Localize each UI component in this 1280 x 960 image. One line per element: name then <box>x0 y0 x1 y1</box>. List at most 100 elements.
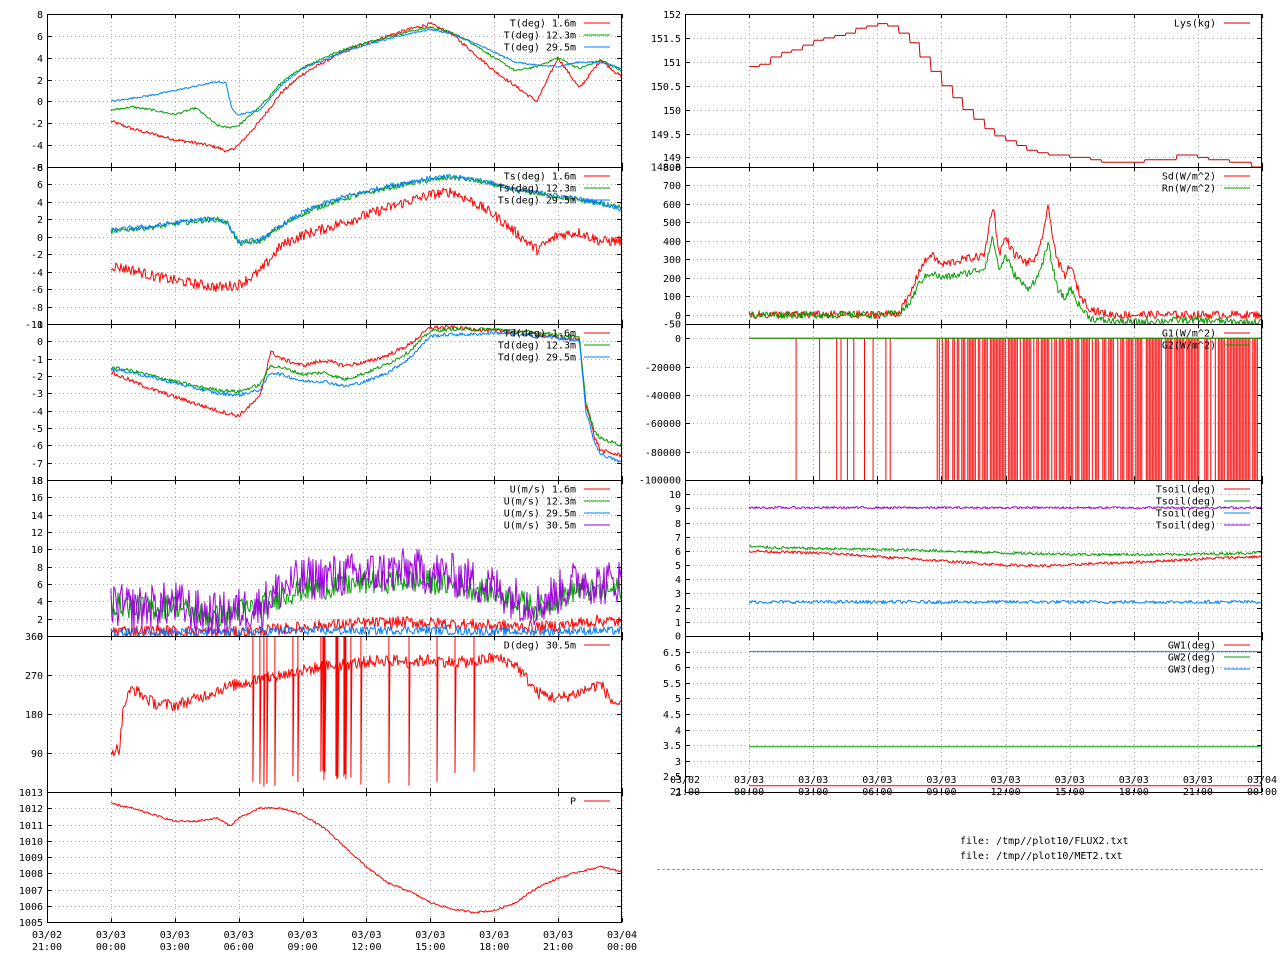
x-tick-time-left: 21:00 <box>32 942 62 953</box>
x-tick-date-left: 03/03 <box>415 930 445 941</box>
y-tick-label: -20000 <box>645 363 681 374</box>
y-tick-label: 8 <box>37 163 43 174</box>
legend-label: Ts(deg) 29.5m <box>498 196 576 207</box>
y-tick-label: -5 <box>31 424 43 435</box>
y-tick-label: 0 <box>37 233 43 244</box>
y-tick-label: 2 <box>37 615 43 626</box>
y-tick-label: -6 <box>31 441 43 452</box>
x-tick-time-right: 00:00 <box>1247 787 1277 798</box>
legend-label: Tsoil(deg) <box>1156 497 1216 508</box>
x-tick-date-right: 03/03 <box>734 775 764 786</box>
series-line-left-4-2 <box>110 625 622 636</box>
x-tick-time-left: 21:00 <box>543 942 573 953</box>
y-tick-label: 0 <box>37 337 43 348</box>
x-tick-time-left: 15:00 <box>415 942 445 953</box>
y-tick-label: 4 <box>37 597 43 608</box>
y-tick-label: 152 <box>663 10 681 21</box>
y-tick-label: -2 <box>31 372 43 383</box>
y-tick-label: -2 <box>31 119 43 130</box>
y-tick-label: 4 <box>675 575 681 586</box>
x-tick-date-left: 03/02 <box>32 930 62 941</box>
y-tick-label: 149 <box>663 153 681 164</box>
x-tick-time-right: 03:00 <box>798 787 828 798</box>
y-tick-label: 0 <box>675 311 681 322</box>
y-tick-label: 2 <box>675 788 681 799</box>
y-tick-label: 200 <box>663 274 681 285</box>
y-tick-label: 12 <box>31 528 43 539</box>
y-tick-label: 6 <box>675 547 681 558</box>
y-tick-label: 1007 <box>19 886 43 897</box>
series-line-right-2-1 <box>748 235 1262 324</box>
y-tick-label: -7 <box>31 459 43 470</box>
y-tick-label: 8 <box>37 10 43 21</box>
y-tick-label: -6 <box>31 163 43 174</box>
y-tick-label: -4 <box>31 141 43 152</box>
y-tick-label: 4 <box>37 54 43 65</box>
y-tick-label: 6 <box>37 32 43 43</box>
x-tick-date-right: 03/03 <box>1055 775 1085 786</box>
separator-line <box>657 869 1263 870</box>
y-tick-label: 270 <box>25 671 43 682</box>
y-tick-label: 6 <box>37 180 43 191</box>
y-tick-label: -10 <box>25 320 43 331</box>
x-tick-time-left: 09:00 <box>288 942 318 953</box>
legend-label: Sd(W/m^2) <box>1162 172 1216 183</box>
y-tick-label: -8 <box>31 476 43 487</box>
y-tick-label: 2 <box>675 604 681 615</box>
y-tick-label: 600 <box>663 200 681 211</box>
y-tick-label: 5.5 <box>663 679 681 690</box>
y-tick-label: 90 <box>31 749 43 760</box>
x-tick-date-right: 03/03 <box>1183 775 1213 786</box>
y-tick-label: 360 <box>25 632 43 643</box>
y-tick-label: 10 <box>669 490 681 501</box>
y-tick-label: 150.5 <box>651 82 681 93</box>
x-tick-date-left: 03/04 <box>607 930 637 941</box>
x-tick-time-right: 18:00 <box>1119 787 1149 798</box>
y-tick-label: -1 <box>31 355 43 366</box>
series-line-right-4-1 <box>748 545 1262 557</box>
legend-label: Lys(kg) <box>1174 19 1216 30</box>
x-tick-time-right: 21:00 <box>670 787 700 798</box>
legend-label: G1(W/m^2) <box>1162 329 1216 340</box>
y-tick-label: 149.5 <box>651 130 681 141</box>
y-tick-label: 1 <box>37 320 43 331</box>
x-tick-time-left: 00:00 <box>607 942 637 953</box>
y-tick-label: 1011 <box>19 821 43 832</box>
x-tick-date-left: 03/03 <box>160 930 190 941</box>
legend-label: GW3(deg) <box>1168 665 1216 676</box>
series-line-left-4-3 <box>110 548 622 636</box>
y-tick-label: 700 <box>663 181 681 192</box>
y-tick-label: 1006 <box>19 902 43 913</box>
series-line-left-2-0 <box>110 187 622 293</box>
y-tick-label: 0 <box>675 334 681 345</box>
legend-label: G2(W/m^2) <box>1162 341 1216 352</box>
legend-label: Tsoil(deg) <box>1156 485 1216 496</box>
y-tick-label: 0 <box>37 97 43 108</box>
y-tick-label: 18 <box>31 476 43 487</box>
y-tick-label: 2 <box>37 215 43 226</box>
legend-label: U(m/s) 29.5m <box>504 509 576 520</box>
y-tick-label: -60000 <box>645 419 681 430</box>
x-tick-time-left: 00:00 <box>96 942 126 953</box>
series-line-right-2-0 <box>748 204 1262 320</box>
legend-label: GW2(deg) <box>1168 653 1216 664</box>
y-tick-label: -3 <box>31 389 43 400</box>
x-tick-time-right: 12:00 <box>991 787 1021 798</box>
y-tick-label: 2.5 <box>663 772 681 783</box>
x-tick-date-right: 03/03 <box>862 775 892 786</box>
y-tick-label: 1013 <box>19 788 43 799</box>
y-tick-label: 5 <box>675 561 681 572</box>
y-tick-label: -6 <box>31 285 43 296</box>
legend-label: GW1(deg) <box>1168 641 1216 652</box>
y-tick-label: -100000 <box>639 476 681 487</box>
plot-frame <box>685 14 1262 168</box>
series-line-left-1-1 <box>110 26 622 129</box>
y-tick-label: 151 <box>663 58 681 69</box>
legend-label: Td(deg) 29.5m <box>498 353 576 364</box>
y-tick-label: 300 <box>663 255 681 266</box>
y-tick-label: 2 <box>37 76 43 87</box>
y-tick-label: 1005 <box>19 918 43 929</box>
